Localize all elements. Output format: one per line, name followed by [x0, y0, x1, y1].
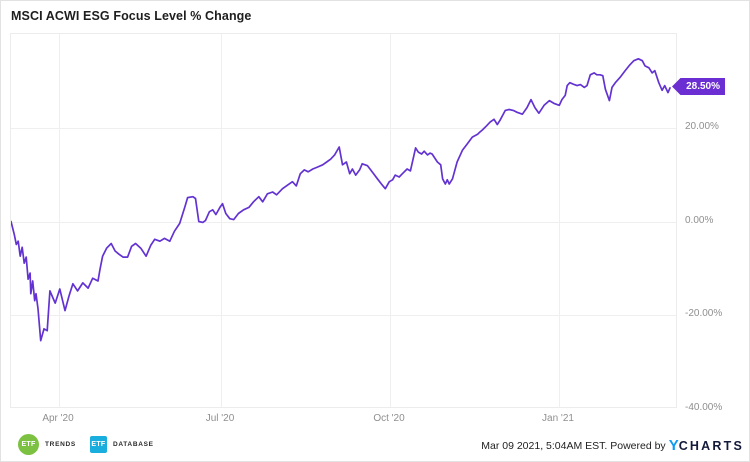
last-value-label: 28.50% — [686, 81, 720, 92]
gridline-v — [559, 34, 560, 407]
ycharts-logo-y: Y — [668, 437, 679, 454]
ycharts-logo-charts: CHARTS — [678, 439, 744, 453]
y-tick-label: -40.00% — [685, 402, 723, 413]
price-line-chart — [11, 57, 671, 342]
gridline-h — [11, 128, 676, 129]
etf-database-logo-icon[interactable]: ETF — [89, 436, 107, 453]
last-value-badge: 28.50% — [672, 78, 725, 95]
gridline-h — [11, 315, 676, 316]
x-tick-label: Apr '20 — [42, 413, 74, 424]
footer-logos: ETF TRENDS ETF DATABASE — [18, 434, 162, 455]
x-tick-label: Jul '20 — [205, 413, 235, 424]
ycharts-logo[interactable]: Y CHARTS — [669, 437, 744, 454]
x-tick-label: Oct '20 — [373, 413, 405, 424]
gridline-h — [11, 222, 676, 223]
y-tick-label: 20.00% — [685, 121, 719, 132]
gridline-v — [59, 34, 60, 407]
etf-trends-logo-icon[interactable]: ETF — [18, 434, 39, 455]
etf-trends-label[interactable]: TRENDS — [45, 441, 76, 448]
footer: ETF TRENDS ETF DATABASE Mar 09 2021, 5:0… — [1, 431, 749, 461]
plot-area[interactable] — [10, 33, 677, 408]
series-line — [11, 57, 671, 342]
chart-title: MSCI ACWI ESG Focus Level % Change — [11, 9, 252, 23]
x-tick-label: Jan '21 — [542, 413, 574, 424]
gridline-v — [390, 34, 391, 407]
gridline-v — [221, 34, 222, 407]
timestamp-text: Mar 09 2021, 5:04AM EST. Powered by — [481, 439, 666, 452]
y-tick-label: 0.00% — [685, 215, 714, 226]
y-tick-label: -20.00% — [685, 308, 723, 319]
etf-database-label[interactable]: DATABASE — [112, 441, 154, 448]
credit-line: Mar 09 2021, 5:04AM EST. Powered by Y CH… — [481, 437, 744, 454]
